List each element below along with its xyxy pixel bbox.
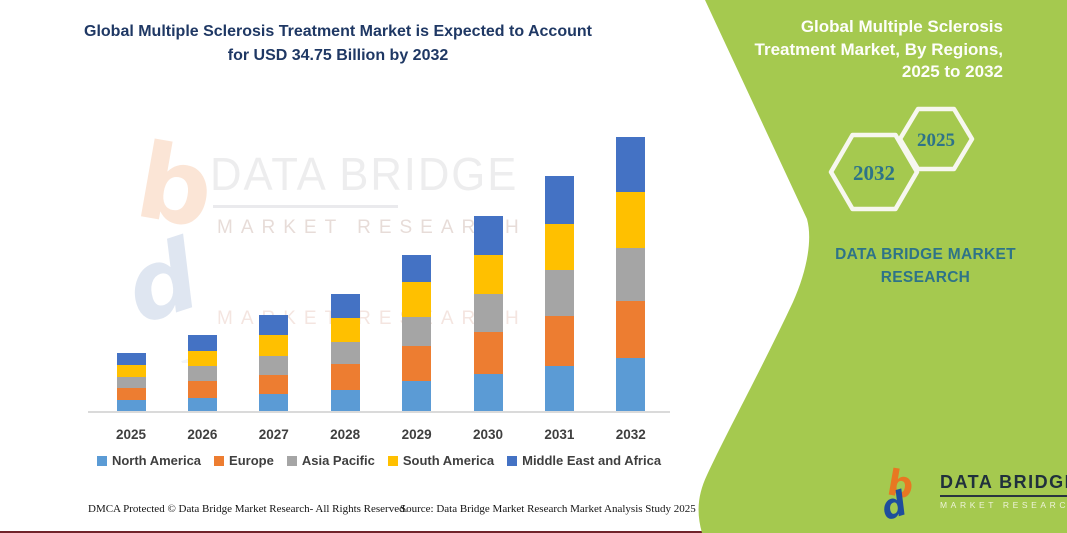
bar-segment-asia-pacific xyxy=(330,341,360,364)
legend-swatch xyxy=(286,455,297,466)
x-axis-label: 2028 xyxy=(330,427,361,442)
dbmr-logo-name: DATA BRIDGE xyxy=(940,472,1067,497)
bar-chart: 2025 2026 2027 2028 2029 2030 2031 2032 xyxy=(90,130,670,442)
bar-segment-middle-east-and-africa xyxy=(402,254,432,283)
hexagon-2025-label: 2025 xyxy=(917,130,955,151)
dbmr-logo: b d DATA BRIDGE MARKET RESEARCH xyxy=(878,462,1067,520)
legend-swatch xyxy=(96,455,107,466)
bar-segment-north-america xyxy=(473,374,503,412)
bar-segment-south-america xyxy=(402,282,432,318)
legend-swatch xyxy=(387,455,398,466)
bar-segment-north-america xyxy=(330,389,360,412)
legend-label: Asia Pacific xyxy=(301,453,375,468)
bar-segment-asia-pacific xyxy=(616,247,646,302)
legend-swatch xyxy=(507,455,518,466)
bar-segment-middle-east-and-africa xyxy=(187,335,217,352)
x-axis-label: 2032 xyxy=(615,427,646,442)
legend-label: Middle East and Africa xyxy=(522,453,662,468)
bar-2032 xyxy=(616,137,646,412)
bar-segment-europe xyxy=(116,387,146,401)
bar-segment-middle-east-and-africa xyxy=(544,175,574,225)
bar-2025 xyxy=(116,352,146,412)
bar-2029 xyxy=(402,254,432,412)
x-axis-line xyxy=(88,411,670,413)
legend-swatch xyxy=(214,455,225,466)
bar-segment-asia-pacific xyxy=(187,366,217,382)
bar-segment-middle-east-and-africa xyxy=(330,294,360,319)
bar-segment-south-america xyxy=(116,365,146,378)
legend-item-middle-east-and-africa: Middle East and Africa xyxy=(507,453,661,468)
x-axis-label: 2030 xyxy=(472,427,504,442)
hexagon-2025 xyxy=(897,106,975,172)
legend-item-asia-pacific: Asia Pacific xyxy=(286,453,375,468)
bar-segment-asia-pacific xyxy=(544,269,574,317)
x-axis-label: 2029 xyxy=(401,427,432,442)
brand-caption: DATA BRIDGE MARKET RESEARCH xyxy=(835,246,1016,287)
bar-segment-europe xyxy=(330,363,360,390)
bar-segment-north-america xyxy=(616,358,646,412)
chart-legend: North America Europe Asia Pacific South Ame… xyxy=(88,453,670,468)
bar-segment-north-america xyxy=(259,393,289,412)
bar-segment-south-america xyxy=(544,224,574,270)
bar-segment-middle-east-and-africa xyxy=(616,137,646,193)
hexagon-2032-label: 2032 xyxy=(853,161,895,185)
bar-2031 xyxy=(544,175,574,412)
hexagon-group xyxy=(828,106,975,212)
bar-2030 xyxy=(473,216,503,412)
legend-label: South America xyxy=(402,453,495,468)
bar-segment-south-america xyxy=(259,334,289,356)
x-axis-label: 2027 xyxy=(258,427,289,442)
bar-segment-europe xyxy=(259,374,289,394)
bar-segment-asia-pacific xyxy=(259,355,289,375)
source-text: Source: Data Bridge Market Research Mark… xyxy=(400,503,696,515)
side-panel-title: Global Multiple Sclerosis Treatment Mark… xyxy=(754,17,1003,82)
bar-segment-asia-pacific xyxy=(473,293,503,333)
hexagon-2032 xyxy=(828,132,920,212)
bar-segment-south-america xyxy=(187,351,217,367)
dbmr-logo-subtitle: MARKET RESEARCH xyxy=(940,500,1067,510)
bar-segment-south-america xyxy=(616,192,646,248)
bar-segment-middle-east-and-africa xyxy=(473,216,503,255)
legend-label: Europe xyxy=(229,453,274,468)
bar-segment-north-america xyxy=(544,366,574,412)
bar-segment-europe xyxy=(187,381,217,398)
bar-2027 xyxy=(259,314,289,412)
legend-item-europe: Europe xyxy=(214,453,274,468)
x-axis-label: 2025 xyxy=(115,427,147,442)
legend-item-south-america: South America xyxy=(387,453,495,468)
dmca-text: DMCA Protected © Data Bridge Market Rese… xyxy=(88,503,408,515)
bar-segment-middle-east-and-africa xyxy=(116,352,146,366)
bar-segment-north-america xyxy=(116,400,146,412)
bar-segment-europe xyxy=(473,332,503,375)
legend-label: North America xyxy=(111,453,202,468)
bar-segment-north-america xyxy=(187,397,217,412)
bar-segment-north-america xyxy=(402,381,432,412)
bar-segment-asia-pacific xyxy=(116,377,146,388)
bar-segment-asia-pacific xyxy=(402,317,432,347)
bar-segment-europe xyxy=(616,301,646,359)
bar-segment-south-america xyxy=(473,254,503,294)
chart-title: Global Multiple Sclerosis Treatment Mark… xyxy=(84,23,592,64)
bar-segment-europe xyxy=(402,346,432,382)
dbmr-logo-icon: b d xyxy=(878,463,917,520)
bottom-accent-line xyxy=(0,531,1067,533)
bar-2026 xyxy=(187,335,217,412)
bar-segment-middle-east-and-africa xyxy=(259,314,289,335)
x-axis-label: 2026 xyxy=(187,427,218,442)
bar-segment-europe xyxy=(544,316,574,367)
bar-segment-south-america xyxy=(330,318,360,342)
legend-item-north-america: North America xyxy=(96,453,202,468)
x-axis-label: 2031 xyxy=(544,427,575,442)
bar-2028 xyxy=(330,294,360,412)
